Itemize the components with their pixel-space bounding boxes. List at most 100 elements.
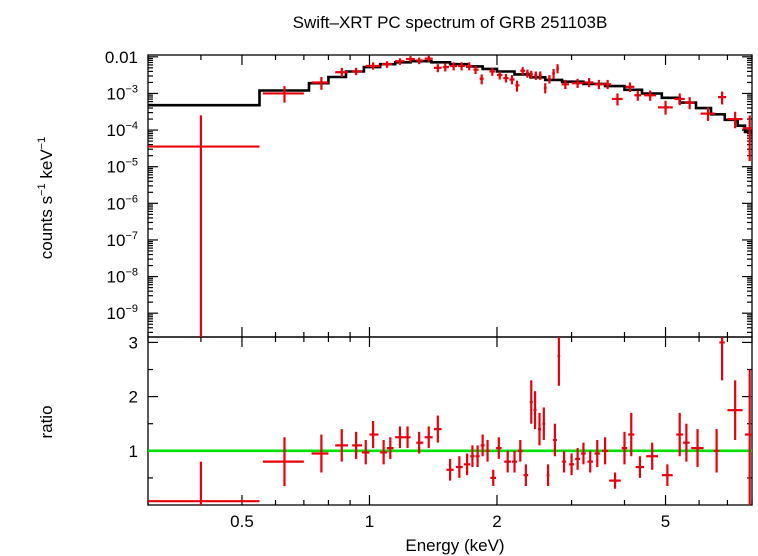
y-tick-label: 10−8	[107, 267, 138, 287]
spectrum-data-point	[727, 111, 743, 129]
spectrum-data-point	[625, 82, 635, 92]
ratio-data-point	[683, 423, 690, 462]
spectrum-data-point	[538, 71, 542, 80]
ratio-data-point	[485, 439, 490, 462]
spectrum-data-point	[658, 100, 673, 115]
spectrum-data-point	[529, 70, 533, 79]
spectrum-data-point	[424, 55, 433, 62]
ratio-data-point	[463, 453, 471, 476]
ratio-data-point	[594, 439, 600, 468]
ratio-data-point	[404, 426, 411, 449]
ratio-data-point	[433, 415, 442, 443]
spectrum-data-point	[644, 90, 657, 101]
spectrum-data-point	[381, 61, 392, 68]
ratio-data-point	[713, 429, 720, 473]
ratio-data-point	[262, 437, 304, 487]
y-tick-label: 10−6	[107, 193, 138, 213]
y-tick-base: 10	[107, 231, 126, 250]
x-tick-label: 0.5	[230, 512, 254, 531]
y-tick-exponent: −9	[125, 303, 138, 315]
ratio-data-point	[542, 407, 546, 440]
model-series	[148, 59, 752, 134]
ratio-data-point	[523, 464, 529, 487]
ratio-data-point	[352, 431, 362, 459]
y-tick-label: 10−4	[107, 120, 138, 140]
ratio-data-point	[575, 448, 580, 470]
spectrum-data-point	[718, 91, 727, 105]
spectrum-data-point	[489, 67, 496, 76]
ratio-data-point	[455, 456, 463, 478]
ratio-data-point	[517, 439, 523, 462]
ratio-data-point	[533, 391, 537, 430]
y-tick-base: 10	[107, 304, 126, 323]
ratio-data-point	[727, 380, 743, 440]
spectrum-data-point	[612, 93, 623, 106]
y-tick-label: 1	[129, 442, 138, 461]
ratio-data-point	[602, 437, 609, 465]
ratio-data-point	[416, 431, 424, 454]
y-tick-label: 0.01	[105, 48, 138, 67]
ratio-data-point	[424, 426, 433, 449]
spectrum-data-point	[556, 64, 559, 74]
spectrum-data-point	[148, 115, 260, 337]
ratio-data-point	[148, 461, 260, 505]
ratio-data-point	[511, 450, 518, 473]
spectrum-data-point	[503, 74, 509, 83]
x-tick-label: 1	[365, 512, 374, 531]
spectrum-data-series	[148, 55, 752, 337]
y-tick-exponent: −6	[125, 193, 138, 205]
ratio-data-point	[504, 450, 512, 473]
y-tick-exponent: −5	[125, 157, 138, 169]
ratio-data-point	[661, 464, 673, 487]
spectrum-data-point	[700, 107, 716, 121]
spectrum-data-point	[479, 74, 484, 85]
ratio-data-point	[546, 464, 550, 487]
ratio-panel-frame	[147, 336, 753, 506]
ratio-data-series	[148, 337, 752, 505]
ratio-data-point	[609, 472, 621, 489]
spectrum-data-point	[634, 90, 642, 101]
spectrum-data-point	[520, 67, 526, 76]
y-tick-base: 10	[107, 158, 126, 177]
spectrum-data-point	[515, 80, 520, 92]
spectrum-data-point	[433, 64, 442, 73]
ratio-data-point	[581, 442, 586, 465]
y-label-counts: counts s	[37, 196, 56, 259]
spectrum-data-point	[604, 79, 612, 90]
spectrum-data-point	[496, 71, 503, 80]
spectrum-data-point	[548, 75, 551, 84]
spectrum-data-point	[509, 75, 515, 85]
ratio-data-point	[529, 380, 533, 424]
y-tick-label: 3	[129, 333, 138, 352]
ratio-data-point	[311, 434, 329, 473]
spectrum-data-point	[262, 86, 304, 103]
chart-title: Swift–XRT PC spectrum of GRB 251103B	[293, 13, 608, 32]
y-tick-label: 10−7	[107, 230, 138, 250]
spectrum-data-point	[473, 65, 479, 75]
ratio-data-point	[557, 337, 561, 386]
spectrum-data-point	[406, 56, 415, 63]
spectrum-data-point	[684, 97, 695, 110]
y-tick-base: 10	[107, 194, 126, 213]
y-tick-base: 10	[107, 268, 126, 287]
spectrum-data-point	[584, 78, 594, 88]
x-tick-label: 2	[492, 512, 501, 531]
y-tick-exponent: −4	[125, 120, 138, 132]
ratio-data-point	[361, 439, 370, 465]
spectrum-data-point	[365, 62, 381, 70]
ratio-y-tick-labels: 1 2 3	[129, 333, 138, 460]
spectrum-data-point	[466, 62, 473, 71]
ratio-data-point	[490, 469, 497, 487]
x-axis-label: Energy (keV)	[405, 536, 504, 555]
ratio-data-point	[691, 429, 704, 468]
spectrum-data-point	[458, 62, 465, 71]
ratio-data-point	[475, 445, 480, 468]
ratio-data-point	[387, 437, 394, 459]
ratio-data-point	[569, 453, 575, 476]
ratio-data-point	[628, 412, 635, 457]
y-label-exp-1: −1	[36, 183, 48, 196]
y-tick-base: 10	[107, 84, 126, 103]
ratio-data-point	[369, 421, 379, 449]
spectrum-data-point	[571, 78, 584, 88]
